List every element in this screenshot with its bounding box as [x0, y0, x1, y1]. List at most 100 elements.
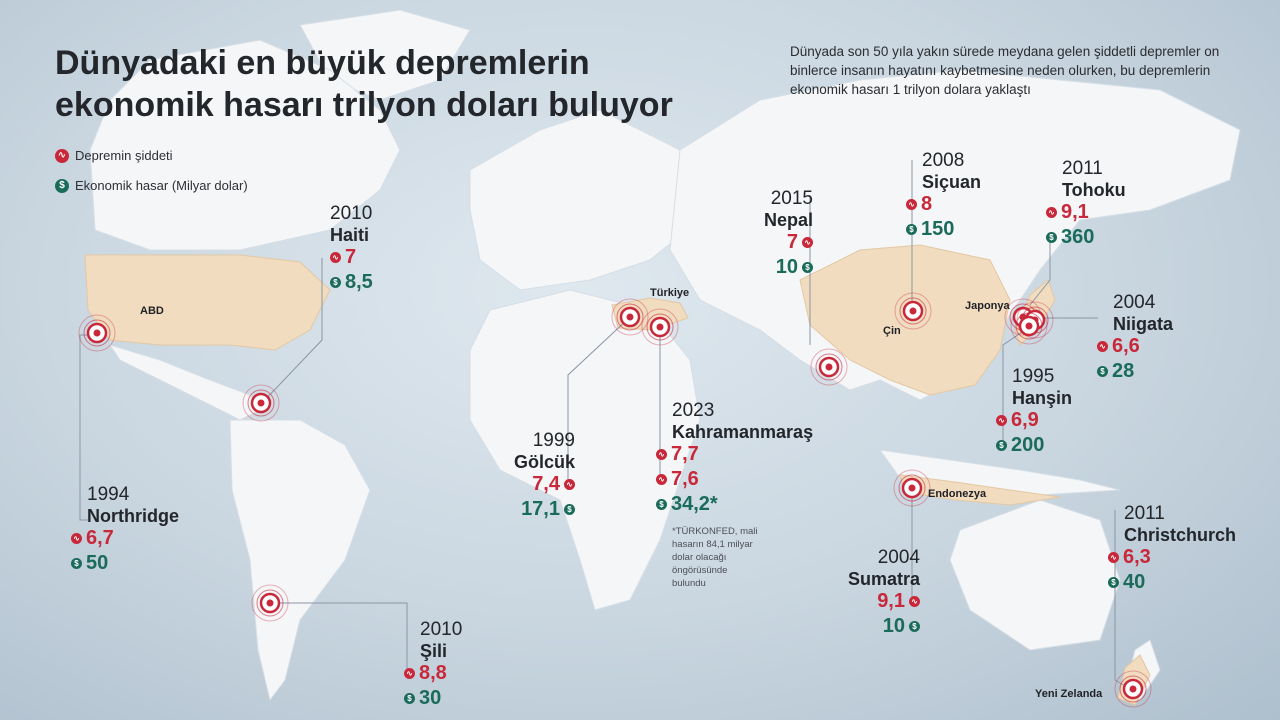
quake-card-northridge: 1994 Northridge ∿ 6,7 $50	[71, 484, 179, 576]
quake-damage: $150	[906, 217, 981, 242]
leader-haiti	[261, 258, 323, 404]
quake-card-christchurch: 2011 Christchurch ∿ 6,3 $40	[1108, 503, 1237, 595]
seismograph-icon: ∿	[55, 148, 69, 163]
epicenter-marker-christchurch	[1114, 670, 1152, 708]
quake-magnitude: ∿ 7,7	[656, 442, 813, 467]
quake-card-nepal: 2015 Nepal 7 ∿ 10 $	[715, 188, 813, 280]
quake-damage: $200	[996, 433, 1072, 458]
dollar-icon: $	[996, 440, 1007, 451]
footnote: *TÜRKONFED, mali hasarın 84,1 milyar dol…	[672, 526, 758, 589]
quake-card-golcuk: 1999 Gölcük 7,4 ∿ 17,1 $	[470, 430, 575, 522]
dollar-icon: $	[802, 262, 813, 273]
quake-year: 1999	[532, 430, 575, 451]
quake-year: 2011	[1124, 503, 1165, 524]
seismograph-icon: ∿	[656, 449, 667, 460]
quake-name: Gölcük	[513, 452, 575, 472]
quake-damage: $360	[1046, 225, 1126, 250]
quake-magnitude: ∿ 6,6	[1097, 334, 1173, 359]
quake-magnitude: ∿ 8	[906, 192, 981, 217]
country-label-japan: Japonya	[965, 300, 1010, 312]
quake-year: 2004	[877, 547, 920, 568]
dollar-icon: $	[656, 499, 667, 510]
australia-shape	[949, 499, 1121, 651]
quake-magnitude: 7,4 ∿	[470, 472, 575, 497]
quake-name: Haiti	[330, 225, 370, 245]
dollar-icon: $	[1108, 577, 1119, 588]
quake-card-tohoku: 2011 Tohoku ∿ 9,1 $360	[1046, 158, 1126, 250]
quake-year: 2010	[330, 203, 373, 224]
dollar-icon: $	[55, 178, 69, 193]
quake-card-sichuan: 2008 Siçuan ∿ 8 $150	[906, 150, 982, 242]
seismograph-icon: ∿	[656, 474, 667, 485]
epicenter-marker-sumatra	[893, 469, 931, 507]
leader-golcuk	[567, 317, 630, 490]
legend-severity: ∿ Depremin şiddeti	[55, 148, 173, 163]
quake-card-sumatra: 2004 Sumatra 9,1 ∿ 10 $	[800, 547, 920, 639]
quake-damage: $50	[71, 551, 179, 576]
quake-name: Şili	[420, 641, 448, 661]
quake-card-kahramanmaras: 2023 Kahramanmaraş ∿ 7,7 ∿ 7,6 $34,2*	[656, 400, 813, 517]
epicenter-marker-haiti	[242, 384, 280, 422]
epicenter-marker-kahramanmaras	[641, 308, 679, 346]
seismograph-icon: ∿	[330, 252, 341, 263]
dollar-icon: $	[404, 693, 415, 704]
dollar-icon: $	[330, 277, 341, 288]
legend-severity-label: Depremin şiddeti	[75, 148, 173, 163]
quake-name: Tohoku	[1062, 180, 1126, 200]
quake-damage: $8,5	[330, 270, 373, 295]
epicenter-marker-northridge	[78, 314, 116, 352]
land-masses	[89, 9, 1241, 702]
dollar-icon: $	[71, 558, 82, 569]
legend-damage: $ Ekonomik hasar (Milyar dolar)	[55, 178, 248, 193]
quake-name: Christchurch	[1124, 525, 1237, 545]
quake-damage: 17,1 $	[470, 497, 575, 522]
seismograph-icon: ∿	[71, 533, 82, 544]
seismograph-icon: ∿	[802, 237, 813, 248]
epicenter-marker-sichuan	[894, 292, 932, 330]
title-line-1: Dünyadaki en büyük depremlerin	[55, 44, 590, 82]
china-shape	[799, 244, 1011, 396]
quake-magnitude: 7 ∿	[715, 230, 813, 255]
quake-card-hanshin: 1995 Hanşin ∿ 6,9 $200	[996, 366, 1072, 458]
quake-name: Nepal	[763, 210, 813, 230]
quake-name: Siçuan	[922, 172, 982, 192]
country-label-new-zealand: Yeni Zelanda	[1035, 688, 1103, 700]
south-america-shape	[229, 419, 371, 702]
quake-card-niigata: 2004 Niigata ∿ 6,6 $28	[1097, 292, 1173, 384]
quake-year: 2004	[1113, 292, 1156, 313]
quake-magnitude-2: ∿ 7,6	[656, 467, 813, 492]
dollar-icon: $	[909, 621, 920, 632]
country-label-indonesia: Endonezya	[928, 488, 987, 500]
quake-magnitude: ∿ 6,9	[996, 408, 1072, 433]
quake-card-chile: 2010 Şili ∿ 8,8 $30	[404, 619, 462, 711]
quake-magnitude: ∿ 6,7	[71, 526, 179, 551]
quake-name: Northridge	[87, 506, 179, 526]
quake-magnitude: ∿ 8,8	[404, 661, 462, 686]
page-title: Dünyadaki en büyük depremlerin ekonomik …	[55, 42, 775, 126]
seismograph-icon: ∿	[1046, 207, 1057, 218]
quake-damage: $30	[404, 686, 462, 711]
quake-year: 1995	[1012, 366, 1055, 387]
leader-chile	[271, 602, 408, 670]
seismograph-icon: ∿	[906, 199, 917, 210]
dollar-icon: $	[1046, 232, 1057, 243]
quake-damage: 10 $	[800, 614, 920, 639]
seismograph-icon: ∿	[909, 596, 920, 607]
leader-tohoku	[1029, 240, 1051, 306]
leader-hanshin	[1002, 327, 1029, 440]
europe-shape	[469, 109, 701, 291]
canada-shape	[89, 39, 401, 251]
central-america-shape	[108, 344, 261, 421]
quake-year: 1994	[87, 484, 130, 505]
seismograph-icon: ∿	[1108, 552, 1119, 563]
quake-magnitude: ∿ 7	[330, 245, 373, 270]
country-label-china: Çin	[883, 325, 901, 337]
leader-lines	[79, 160, 1133, 691]
quake-damage: $40	[1108, 570, 1236, 595]
quake-name: Kahramanmaraş	[672, 422, 814, 442]
quake-magnitude: ∿ 6,3	[1108, 545, 1236, 570]
seismograph-icon: ∿	[1097, 341, 1108, 352]
dollar-icon: $	[564, 504, 575, 515]
quake-damage: 10 $	[715, 255, 813, 280]
